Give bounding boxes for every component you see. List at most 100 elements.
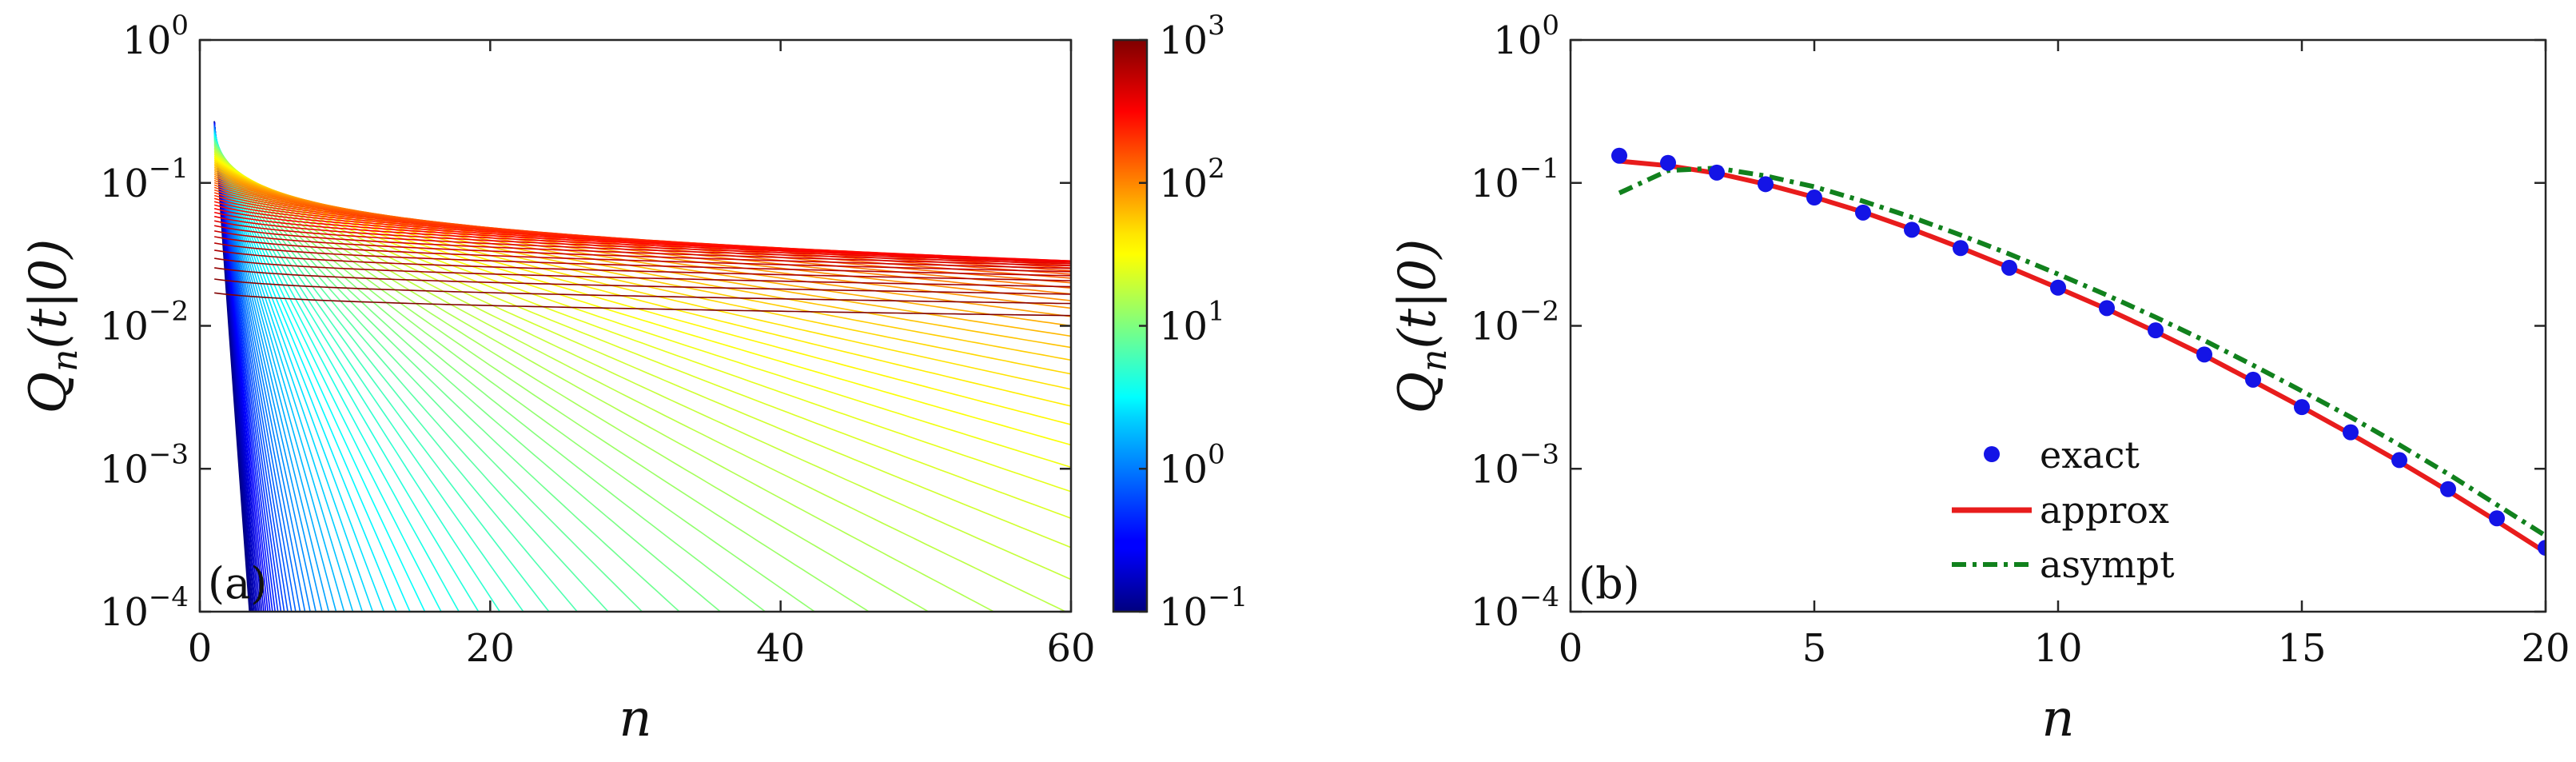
y-tick-label: 10−4 (100, 581, 189, 635)
curve-t (213, 133, 397, 612)
series-exact-point (1660, 154, 1676, 171)
panel-b-plot-area (1571, 40, 2546, 612)
series-exact-point (2196, 346, 2212, 363)
y-tick-label: 10−3 (1471, 438, 1559, 492)
x-tick-label: 0 (188, 626, 213, 671)
curve-t (214, 225, 1071, 267)
curve-t (214, 278, 1071, 305)
panel-a-x-ticks: 0 20 40 60 (188, 40, 1096, 671)
legend-exact-label: exact (2040, 433, 2140, 477)
panel-a-plot-area (200, 40, 1071, 612)
y-tick-label: 10−2 (1471, 296, 1559, 349)
curve-t (213, 126, 297, 612)
curve-t (214, 215, 1071, 263)
panel-a-y-label-main: Q (19, 372, 78, 413)
svg-text:Qn(t|0): Qn(t|0) (1388, 239, 1455, 414)
curve-t (213, 142, 681, 612)
curve-t (213, 134, 411, 612)
curve-t (214, 292, 1071, 317)
series-exact-point (2148, 322, 2164, 339)
curve-t (213, 159, 1071, 407)
panel-a-y-axis-label: Qn(t|0) (19, 239, 86, 414)
x-tick-label: 10 (2033, 626, 2082, 671)
panel-b-y-label-main: Q (1388, 372, 1447, 413)
y-tick-label: 100 (122, 10, 189, 63)
y-tick-label: 10−2 (100, 296, 189, 349)
series-exact-point (1709, 164, 1725, 181)
curve-t (214, 249, 1071, 281)
x-tick-label: 5 (1802, 626, 1827, 671)
panel-b-y-ticks: 100 10−1 10−2 10−3 10−4 (1471, 10, 2546, 635)
series-exact-point (2343, 424, 2359, 441)
curve-t (213, 138, 501, 612)
panel-b-series (1611, 147, 2546, 557)
series-exact-point (1758, 176, 1774, 193)
curve-t (213, 134, 426, 612)
x-tick-label: 20 (2521, 626, 2570, 671)
series-exact-point (2538, 540, 2546, 557)
curve-t (213, 132, 374, 612)
curve-t (214, 230, 1071, 269)
curve-t (214, 208, 1071, 262)
panel-b: 0 5 10 15 20 100 10−1 10−2 10−3 10−4 (b) n Qn(t|… (1388, 10, 2570, 748)
panel-b-x-axis-label: n (2041, 689, 2074, 748)
curve-t (213, 140, 610, 612)
x-tick-label: 60 (1046, 626, 1095, 671)
curve-t (213, 126, 289, 612)
curve-t (213, 126, 293, 612)
series-exact-point (2489, 510, 2505, 527)
x-tick-label: 20 (466, 626, 515, 671)
panel-a-tag: (a) (208, 558, 267, 608)
y-tick-label: 10−1 (100, 153, 189, 206)
svg-text:Qn(t|0): Qn(t|0) (19, 239, 86, 414)
series-exact-point (2245, 371, 2261, 388)
legend-asympt-label: asympt (2040, 543, 2175, 586)
curve-t (213, 143, 722, 612)
series-approx-line (1618, 158, 2546, 555)
curve-t (213, 133, 385, 612)
curve-t (213, 149, 1068, 612)
x-tick-label: 0 (1559, 626, 1583, 671)
panel-b-tag: (b) (1579, 558, 1640, 608)
series-exact-point (1953, 240, 1969, 257)
x-tick-label: 40 (756, 626, 805, 671)
colorbar-ticks: 103 102 101 100 10−1 (1139, 10, 1248, 635)
x-tick-label: 15 (2277, 626, 2326, 671)
colorbar-tick-label: 100 (1159, 438, 1225, 492)
series-exact-point (2099, 300, 2115, 317)
panel-b-y-label-sub: n (1414, 349, 1455, 372)
curve-t (214, 242, 1071, 277)
y-tick-label: 10−1 (1471, 153, 1559, 206)
curve-t (213, 146, 870, 612)
series-exact-point (1855, 204, 1871, 221)
curve-t (213, 156, 1071, 446)
panel-b-legend: exact approx asympt (1952, 433, 2175, 586)
series-exact-point (1611, 147, 1627, 164)
curve-t (213, 127, 306, 612)
curve-t (214, 267, 1071, 295)
legend-exact-marker (1984, 446, 2000, 462)
curve-t (213, 137, 480, 612)
curve-t (213, 145, 816, 612)
panel-a-y-ticks: 100 10−1 10−2 10−3 10−4 (100, 10, 1071, 635)
y-tick-label: 10−3 (100, 438, 189, 492)
curve-t (213, 138, 524, 612)
series-asympt-line (1618, 166, 2546, 538)
series-exact-point (2050, 279, 2066, 296)
panel-a-y-label-sub: n (45, 349, 86, 372)
series-exact-point (2440, 481, 2456, 497)
curve-t (214, 211, 1071, 262)
y-tick-label: 100 (1493, 10, 1559, 63)
y-tick-label: 10−4 (1471, 581, 1559, 635)
curve-t (214, 236, 1071, 273)
colorbar-tick-label: 10−1 (1159, 581, 1248, 635)
series-exact-point (1806, 190, 1822, 206)
panel-b-y-axis-label: Qn(t|0) (1388, 239, 1455, 414)
curve-t (213, 128, 317, 612)
colorbar-tick-label: 103 (1159, 10, 1225, 63)
curve-t (214, 257, 1071, 288)
curve-t (213, 158, 1071, 425)
series-exact-point (2294, 399, 2310, 416)
colorbar-tick-label: 101 (1159, 296, 1225, 349)
